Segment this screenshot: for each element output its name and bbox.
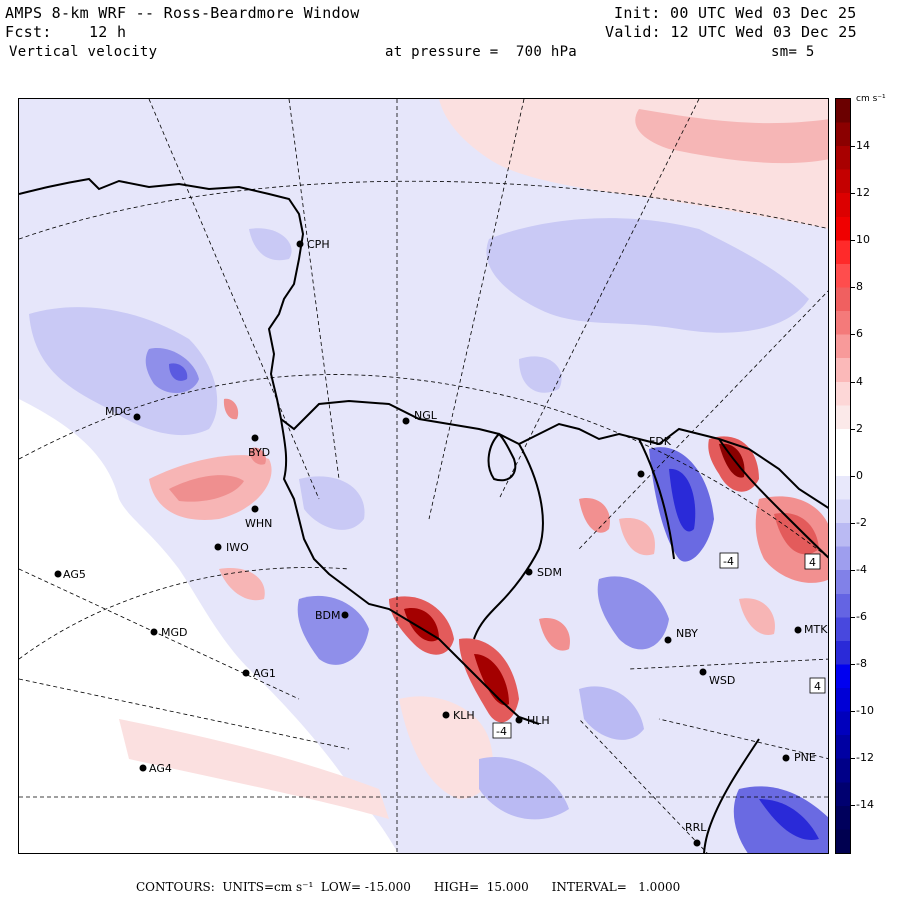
station-label-bdm: BDM: [315, 609, 341, 622]
colorbar-tick: [851, 569, 855, 571]
colorbar-tick: [851, 522, 855, 524]
station-label-mtk: MTK: [804, 623, 828, 636]
colorbar-tick-label: 14: [856, 139, 870, 152]
colorbar-tick: [851, 287, 855, 289]
station-dot-klh: [442, 711, 450, 719]
marker-min-east: -4: [723, 555, 734, 568]
colorbar-tick-label: 8: [856, 280, 863, 294]
station-label-cph: CPH: [307, 238, 330, 251]
station-dot-ag4: [139, 764, 147, 772]
colorbar-tick: [851, 711, 855, 713]
graticule: [19, 99, 828, 853]
station-label-mgd: MGD: [161, 626, 188, 639]
forecast-hour: Fcst: 12 h: [5, 23, 127, 41]
colorbar-tick: [851, 805, 855, 807]
colorbar-units: cm s⁻¹: [856, 94, 886, 104]
station-dot-pne: [782, 754, 790, 762]
pressure-level: at pressure = 700 hPa: [385, 44, 578, 60]
vertical-velocity-map: CPH MDC NGL BYD FDK WHN IWO AG5 SDM BDM …: [19, 99, 828, 853]
station-dots: [54, 240, 802, 847]
marker-max-east: 4: [809, 556, 816, 569]
station-dot-hlh: [515, 716, 523, 724]
field-name: Vertical velocity: [9, 44, 158, 60]
station-label-ag4: AG4: [149, 762, 172, 775]
station-dot-wsd: [699, 668, 707, 676]
init-time: Init: 00 UTC Wed 03 Dec 25: [614, 4, 857, 22]
colorbar-tick: [851, 146, 855, 147]
station-dot-iwo: [214, 543, 222, 551]
station-label-ngl: NGL: [414, 409, 438, 422]
colorbar-tick: [851, 428, 855, 430]
station-dot-whn: [251, 505, 259, 513]
station-dot-fdk: [637, 470, 645, 478]
colorbar-tick-label: -2: [856, 515, 867, 529]
colorbar-tick: [851, 617, 855, 618]
station-label-byd: BYD: [248, 446, 270, 459]
colorbar-tick-label: -10: [856, 704, 874, 718]
marker-max-southeast: 4: [814, 680, 821, 693]
colorbar-tick: [851, 758, 855, 760]
station-label-klh: KLH: [453, 709, 475, 722]
colorbar-tick-label: 12: [856, 186, 870, 200]
valid-time: Valid: 12 UTC Wed 03 Dec 25: [605, 23, 857, 41]
station-label-pne: PNE: [794, 751, 816, 764]
colorbar-tick-label: 0: [856, 468, 863, 482]
colorbar-tick-label: -12: [856, 751, 874, 765]
station-label-mdc: MDC: [105, 405, 131, 418]
station-dot-mtk: [794, 626, 802, 634]
station-dot-mdc: [133, 413, 141, 421]
coastline: [19, 177, 828, 853]
station-dot-bdm: [341, 611, 349, 619]
station-label-hlh: HLH: [527, 714, 550, 727]
blue-blob-north: [486, 218, 809, 333]
smoothing: sm= 5: [771, 44, 815, 60]
station-dot-ngl: [402, 417, 410, 425]
title-left: AMPS 8-km WRF -- Ross-Beardmore Window: [5, 4, 360, 22]
colorbar-tick: [851, 334, 855, 336]
station-label-iwo: IWO: [226, 541, 249, 554]
station-label-sdm: SDM: [537, 566, 562, 579]
station-label-ag5: AG5: [63, 568, 86, 581]
colorbar-tick: [851, 475, 855, 477]
station-label-rrl: RRL: [685, 821, 707, 834]
station-dot-sdm: [525, 568, 533, 576]
colorbar: [835, 98, 851, 854]
station-dot-mgd: [150, 628, 158, 636]
colorbar-tick-label: -14: [856, 798, 874, 812]
map-panel[interactable]: CPH MDC NGL BYD FDK WHN IWO AG5 SDM BDM …: [18, 98, 829, 854]
station-dot-nby: [664, 636, 672, 644]
blue-blob-west: [29, 307, 218, 436]
colorbar-tick: [851, 240, 855, 242]
station-dot-rrl: [693, 839, 701, 847]
colorbar-tick: [851, 664, 855, 666]
colorbar-tick-label: 10: [856, 233, 870, 247]
colorbar-tick-label: 2: [856, 421, 863, 435]
station-label-nby: NBY: [676, 627, 698, 640]
station-dot-byd: [251, 434, 259, 442]
colorbar-tick-label: 6: [856, 327, 863, 341]
station-dot-ag1: [242, 669, 250, 677]
station-dot-ag5: [54, 570, 62, 578]
marker-min-south: -4: [496, 725, 507, 738]
station-label-whn: WHN: [245, 517, 272, 530]
station-label-fdk: FDK: [649, 435, 672, 448]
station-label-ag1: AG1: [253, 667, 276, 680]
colorbar-tick-label: 4: [856, 374, 863, 388]
extrema-markers: -4 4 4 -4: [492, 552, 826, 739]
colorbar-tick-label: -4: [856, 562, 867, 576]
station-dot-cph: [296, 240, 304, 248]
colorbar-tick-label: -8: [856, 657, 867, 671]
colorbar-tick: [851, 381, 855, 383]
colorbar-tick: [851, 193, 855, 195]
contour-info: CONTOURS: UNITS=cm s⁻¹ LOW= -15.000 HIGH…: [136, 880, 681, 894]
station-label-wsd: WSD: [709, 674, 735, 687]
colorbar-tick-label: -6: [856, 610, 867, 623]
